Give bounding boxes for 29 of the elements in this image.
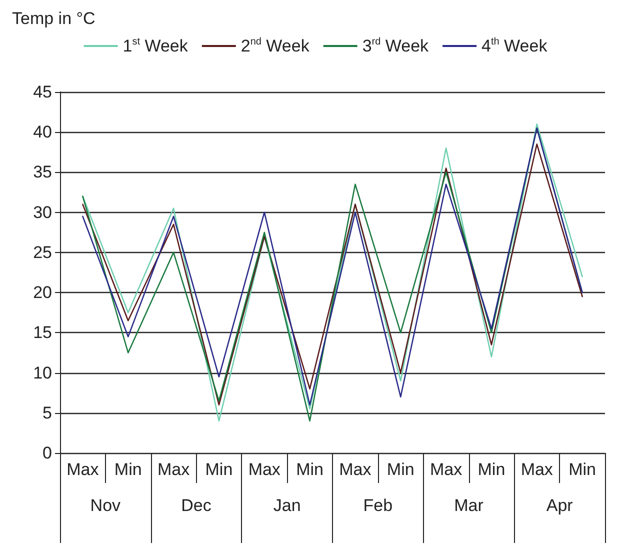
y-tick-label: 35 [33, 162, 52, 182]
y-tick-label: 45 [33, 82, 52, 102]
y-axis-title: Temp in °C [12, 9, 96, 28]
text: Dec [181, 496, 212, 515]
x-tick-label: Max [339, 460, 372, 479]
text: Jan [273, 496, 301, 515]
text: Apr [546, 496, 574, 515]
x-tick-label: Min [478, 460, 506, 479]
x-tick-label: Min [568, 460, 596, 479]
x-tick-label: Min [296, 460, 324, 479]
x-tick-label: Max [66, 460, 100, 479]
y-tick-label: 10 [33, 363, 52, 382]
x-tick-label: Max [520, 460, 554, 479]
text: Feb [363, 496, 393, 515]
y-tick-label: 0 [42, 444, 52, 462]
text: Nov [90, 496, 122, 515]
y-tick-label: 20 [33, 283, 52, 302]
x-tick-label: Min [114, 460, 142, 479]
x-tick-label: Min [205, 460, 233, 479]
text: Mar [454, 496, 484, 515]
x-tick-label: Max [157, 460, 190, 479]
x-tick-label: Max [430, 460, 463, 479]
y-tick-label: 15 [33, 323, 52, 342]
y-tick-label: 40 [33, 122, 52, 142]
x-tick-label: Max [248, 460, 281, 479]
y-tick-label: 25 [33, 242, 52, 262]
y-tick-label: 30 [33, 202, 52, 222]
y-tick-label: 5 [42, 403, 52, 422]
x-tick-label: Min [386, 460, 414, 479]
